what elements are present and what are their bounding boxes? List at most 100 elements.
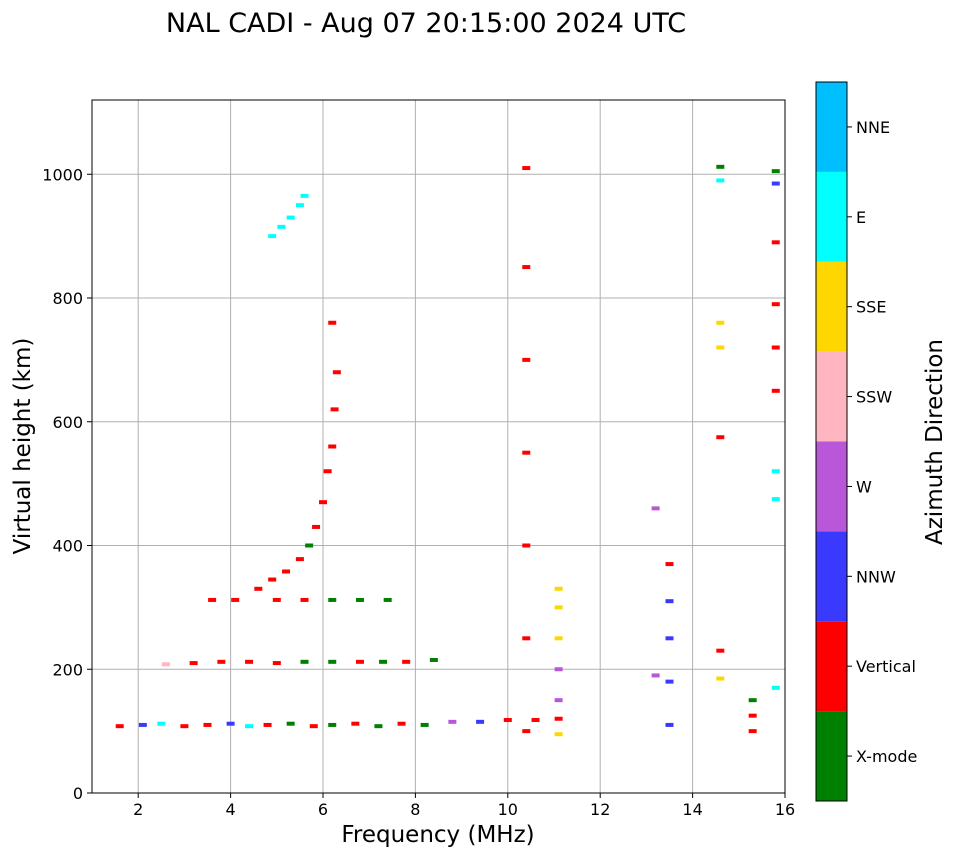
data-point bbox=[771, 302, 780, 307]
y-tick-label: 1000 bbox=[42, 165, 83, 184]
data-point bbox=[522, 357, 531, 362]
data-point bbox=[522, 450, 531, 455]
series-11-1-mhz-column bbox=[554, 586, 563, 737]
data-point bbox=[295, 557, 304, 562]
data-point bbox=[226, 721, 235, 726]
data-point bbox=[554, 605, 563, 610]
data-point bbox=[554, 667, 563, 672]
x-tick-label: 10 bbox=[498, 800, 518, 819]
colorbar-tick-label: SSE bbox=[856, 298, 886, 317]
data-point bbox=[300, 193, 309, 198]
data-point bbox=[277, 224, 286, 229]
data-point bbox=[305, 543, 314, 548]
data-point bbox=[402, 659, 411, 664]
data-point bbox=[748, 698, 757, 703]
data-point bbox=[771, 497, 780, 502]
data-point bbox=[771, 388, 780, 393]
x-tick-label: 8 bbox=[410, 800, 420, 819]
data-point bbox=[665, 722, 674, 727]
data-point bbox=[157, 721, 166, 726]
data-point bbox=[771, 345, 780, 350]
colorbar-segment bbox=[816, 711, 847, 801]
data-point bbox=[286, 721, 295, 726]
data-point bbox=[328, 444, 337, 449]
data-point bbox=[771, 685, 780, 690]
colorbar-tick-label: E bbox=[856, 208, 866, 227]
data-point bbox=[286, 215, 295, 220]
colorbar-segment bbox=[816, 441, 847, 532]
data-point bbox=[263, 722, 272, 727]
data-point bbox=[716, 345, 725, 350]
colorbar-segment bbox=[816, 82, 847, 172]
series-13-5-mhz-column bbox=[651, 506, 674, 727]
y-tick-label: 400 bbox=[52, 537, 83, 556]
y-tick-label: 800 bbox=[52, 289, 83, 308]
x-tick-label: 16 bbox=[775, 800, 795, 819]
data-point bbox=[554, 586, 563, 591]
data-point bbox=[383, 597, 392, 602]
data-point bbox=[355, 597, 364, 602]
data-point bbox=[309, 724, 318, 729]
colorbar-label: Azimuth Direction bbox=[922, 339, 948, 545]
series-es-multiple bbox=[161, 657, 438, 667]
y-axis-label: Virtual height (km) bbox=[10, 338, 36, 555]
data-point bbox=[328, 597, 337, 602]
colorbar-tick-label: NNE bbox=[856, 118, 890, 137]
chart-title: NAL CADI - Aug 07 20:15:00 2024 UTC bbox=[166, 8, 686, 39]
data-point bbox=[295, 203, 304, 208]
colorbar-tick-label: W bbox=[856, 477, 872, 496]
data-point bbox=[522, 543, 531, 548]
data-point bbox=[531, 717, 540, 722]
data-point bbox=[554, 732, 563, 737]
data-point bbox=[771, 181, 780, 186]
data-point bbox=[420, 722, 429, 727]
data-point bbox=[189, 661, 198, 666]
data-point bbox=[328, 320, 337, 325]
data-point bbox=[554, 698, 563, 703]
data-point bbox=[282, 569, 291, 574]
data-point bbox=[522, 636, 531, 641]
data-point bbox=[522, 265, 531, 270]
data-point bbox=[665, 679, 674, 684]
colorbar-tick-label: NNW bbox=[856, 567, 896, 586]
data-point bbox=[254, 586, 263, 591]
colorbar-segment bbox=[816, 351, 847, 442]
data-point bbox=[748, 729, 757, 734]
colorbar-tick-label: Vertical bbox=[856, 657, 916, 676]
data-point bbox=[328, 722, 337, 727]
data-point bbox=[397, 721, 406, 726]
data-point bbox=[319, 500, 327, 505]
colorbar-segment bbox=[816, 531, 847, 622]
data-point bbox=[180, 724, 189, 729]
x-axis-label: Frequency (MHz) bbox=[341, 822, 534, 848]
data-point bbox=[665, 599, 674, 604]
x-tick-label: 4 bbox=[226, 800, 236, 819]
colorbar-tick-label: SSW bbox=[856, 388, 892, 407]
series-f-layer-trace bbox=[254, 320, 341, 591]
data-point bbox=[272, 597, 281, 602]
data-point bbox=[503, 717, 512, 722]
data-point bbox=[554, 716, 563, 721]
colorbar-frame bbox=[815, 81, 848, 802]
data-point bbox=[351, 721, 360, 726]
data-point bbox=[665, 562, 674, 567]
x-tick-label: 6 bbox=[318, 800, 328, 819]
data-point bbox=[771, 169, 780, 174]
data-point bbox=[330, 407, 339, 412]
data-point bbox=[429, 657, 438, 662]
data-point bbox=[379, 659, 388, 664]
data-point bbox=[355, 659, 364, 664]
data-point bbox=[268, 577, 277, 582]
series-e-layer-trace bbox=[115, 716, 563, 729]
series-10-4-mhz-column bbox=[522, 166, 531, 734]
x-tick-label: 14 bbox=[682, 800, 702, 819]
data-point bbox=[748, 713, 757, 718]
data-point bbox=[138, 722, 147, 727]
data-point bbox=[665, 636, 674, 641]
y-tick-label: 200 bbox=[52, 660, 83, 679]
data-point bbox=[716, 648, 725, 653]
data-point bbox=[217, 659, 226, 664]
data-point bbox=[651, 673, 660, 678]
data-point bbox=[231, 597, 240, 602]
